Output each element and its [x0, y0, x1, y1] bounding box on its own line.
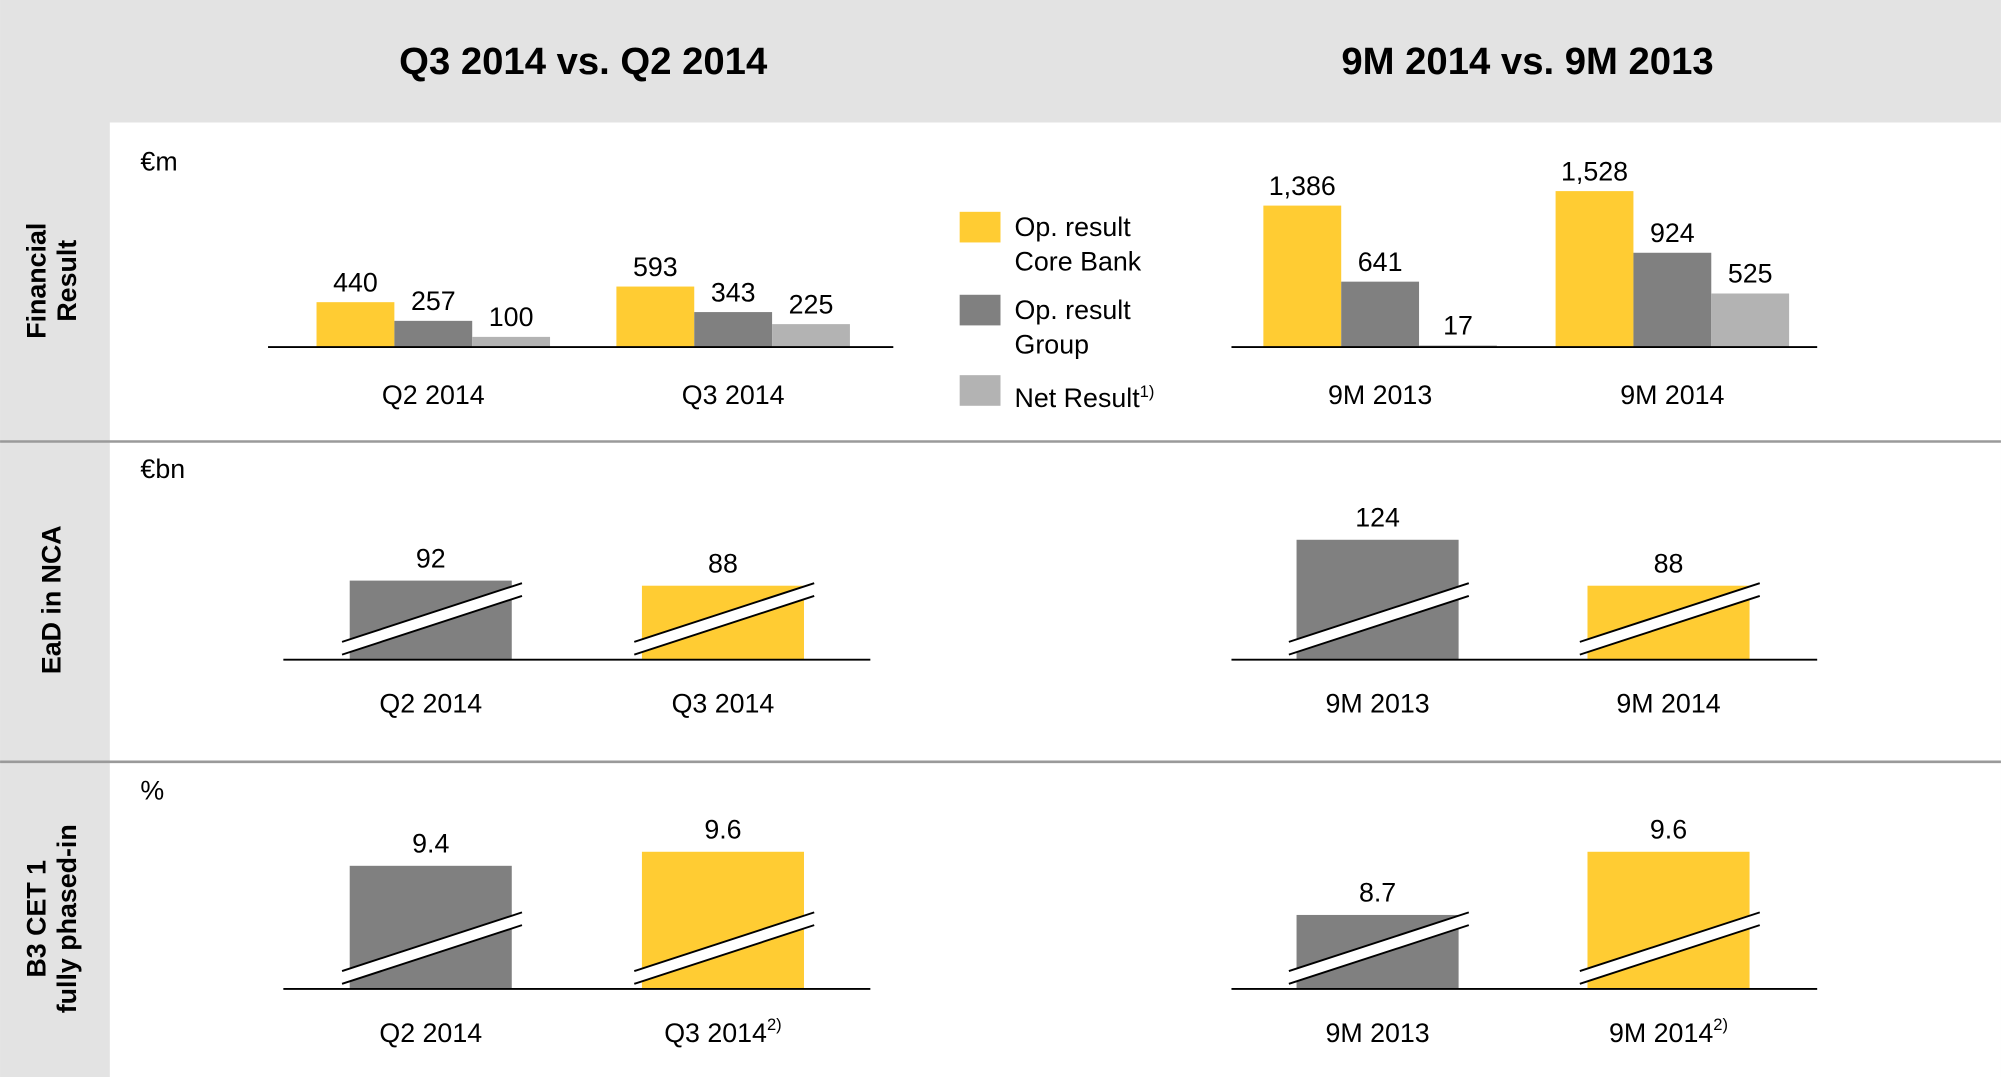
axis-break — [342, 912, 522, 984]
bar — [1341, 281, 1420, 348]
axis-break-line — [1288, 595, 1470, 656]
value-label: 641 — [1358, 247, 1403, 277]
value-label: 17 — [1443, 311, 1473, 341]
legend-label: Op. result Group — [1015, 293, 1175, 362]
axis-break-line — [633, 911, 815, 972]
legend-note: 1) — [1139, 381, 1155, 401]
bar — [1263, 205, 1342, 348]
legend-label: Op. result Core Bank — [1015, 211, 1175, 280]
value-label: 92 — [416, 543, 446, 573]
category-label: Q3 2014 — [672, 689, 775, 719]
category-label: Q2 2014 — [382, 380, 485, 410]
category-label: Q2 2014 — [379, 1018, 482, 1048]
axis-break-line — [1579, 924, 1761, 985]
bar — [1711, 293, 1790, 348]
value-label: 124 — [1355, 502, 1400, 532]
category-label: 9M 2013 — [1328, 380, 1432, 410]
legend-entry: Op. result Core Bank — [1015, 211, 1175, 280]
row-label: fully phased-in — [52, 824, 82, 1013]
legend-label: Net Result1) — [1015, 374, 1175, 416]
row-label: Financial — [21, 223, 51, 339]
legend-entry: Op. result Group — [1015, 293, 1175, 362]
axis-break-line — [341, 595, 523, 656]
axis-break-line — [1579, 911, 1761, 972]
row-label: B3 CET 1 — [21, 860, 51, 978]
category-text: 9M 2014 — [1609, 1018, 1713, 1048]
category-label: 9M 2013 — [1325, 1018, 1429, 1048]
value-label: 1,528 — [1561, 156, 1628, 186]
value-label: 343 — [711, 277, 756, 307]
bar — [694, 312, 773, 348]
axis-break-line — [1579, 595, 1761, 656]
legend-swatch — [959, 294, 1001, 326]
axis-break-line — [1288, 582, 1470, 643]
axis-break — [634, 912, 815, 984]
value-label: 225 — [789, 289, 834, 319]
legend-text: Op. result Core Bank — [1014, 213, 1142, 277]
axis-break-line — [1288, 924, 1470, 985]
legend-entry: Net Result1) — [1015, 374, 1175, 416]
axis-break — [634, 583, 815, 655]
value-label: 9.4 — [412, 828, 449, 858]
category-label: 9M 2014 — [1616, 689, 1720, 719]
category-note: 2) — [1713, 1015, 1728, 1034]
unit-label: €bn — [140, 454, 185, 484]
bar — [616, 286, 695, 348]
value-label: 100 — [489, 302, 534, 332]
unit-label: % — [140, 776, 164, 806]
bar — [1555, 191, 1634, 348]
value-label: 88 — [708, 548, 738, 578]
axis-break-line — [1288, 911, 1470, 972]
bar — [316, 302, 395, 348]
bar — [1633, 252, 1712, 348]
value-label: 924 — [1650, 218, 1695, 248]
value-label: 9.6 — [704, 814, 741, 844]
column-header: 9M 2014 vs. 9M 2013 — [1341, 40, 1713, 83]
axis-break — [1288, 583, 1469, 655]
unit-label: €m — [140, 146, 177, 176]
axis-break-line — [341, 911, 523, 972]
category-note: 2) — [767, 1015, 782, 1034]
category-text: Q3 2014 — [664, 1018, 767, 1048]
category-label: 9M 20142) — [1609, 1015, 1728, 1048]
value-label: 257 — [411, 286, 456, 316]
bar — [394, 320, 473, 348]
category-label: 9M 2013 — [1325, 689, 1429, 719]
value-label: 525 — [1728, 259, 1773, 289]
value-label: 593 — [633, 252, 678, 282]
bar — [772, 324, 850, 348]
category-label: Q3 20142) — [664, 1015, 782, 1048]
category-label: Q2 2014 — [379, 689, 482, 719]
axis-break-line — [633, 595, 815, 656]
axis-break-line — [1579, 582, 1761, 643]
value-label: 440 — [333, 267, 378, 297]
axis-break — [1579, 583, 1760, 655]
category-label: Q3 2014 — [682, 380, 785, 410]
axis-break-line — [341, 582, 523, 643]
legend-swatch — [959, 211, 1001, 243]
legend-text: Net Result — [1014, 384, 1140, 414]
axis-break — [1579, 912, 1760, 984]
axis-break-line — [633, 924, 815, 985]
legend-text: Op. result Group — [1014, 296, 1131, 360]
value-label: 88 — [1654, 548, 1684, 578]
axis-break — [342, 583, 522, 655]
category-label: 9M 2014 — [1620, 380, 1724, 410]
axis-break — [1288, 912, 1469, 984]
axis-break-line — [633, 582, 815, 643]
row-label: Result — [52, 240, 82, 322]
value-label: 1,386 — [1269, 171, 1336, 201]
legend-swatch — [959, 375, 1001, 406]
column-header: Q3 2014 vs. Q2 2014 — [399, 40, 768, 83]
row-label: EaD in NCA — [37, 525, 67, 674]
value-label: 8.7 — [1359, 878, 1396, 908]
value-label: 9.6 — [1650, 814, 1687, 844]
bar — [472, 336, 551, 348]
axis-break-line — [341, 924, 523, 985]
